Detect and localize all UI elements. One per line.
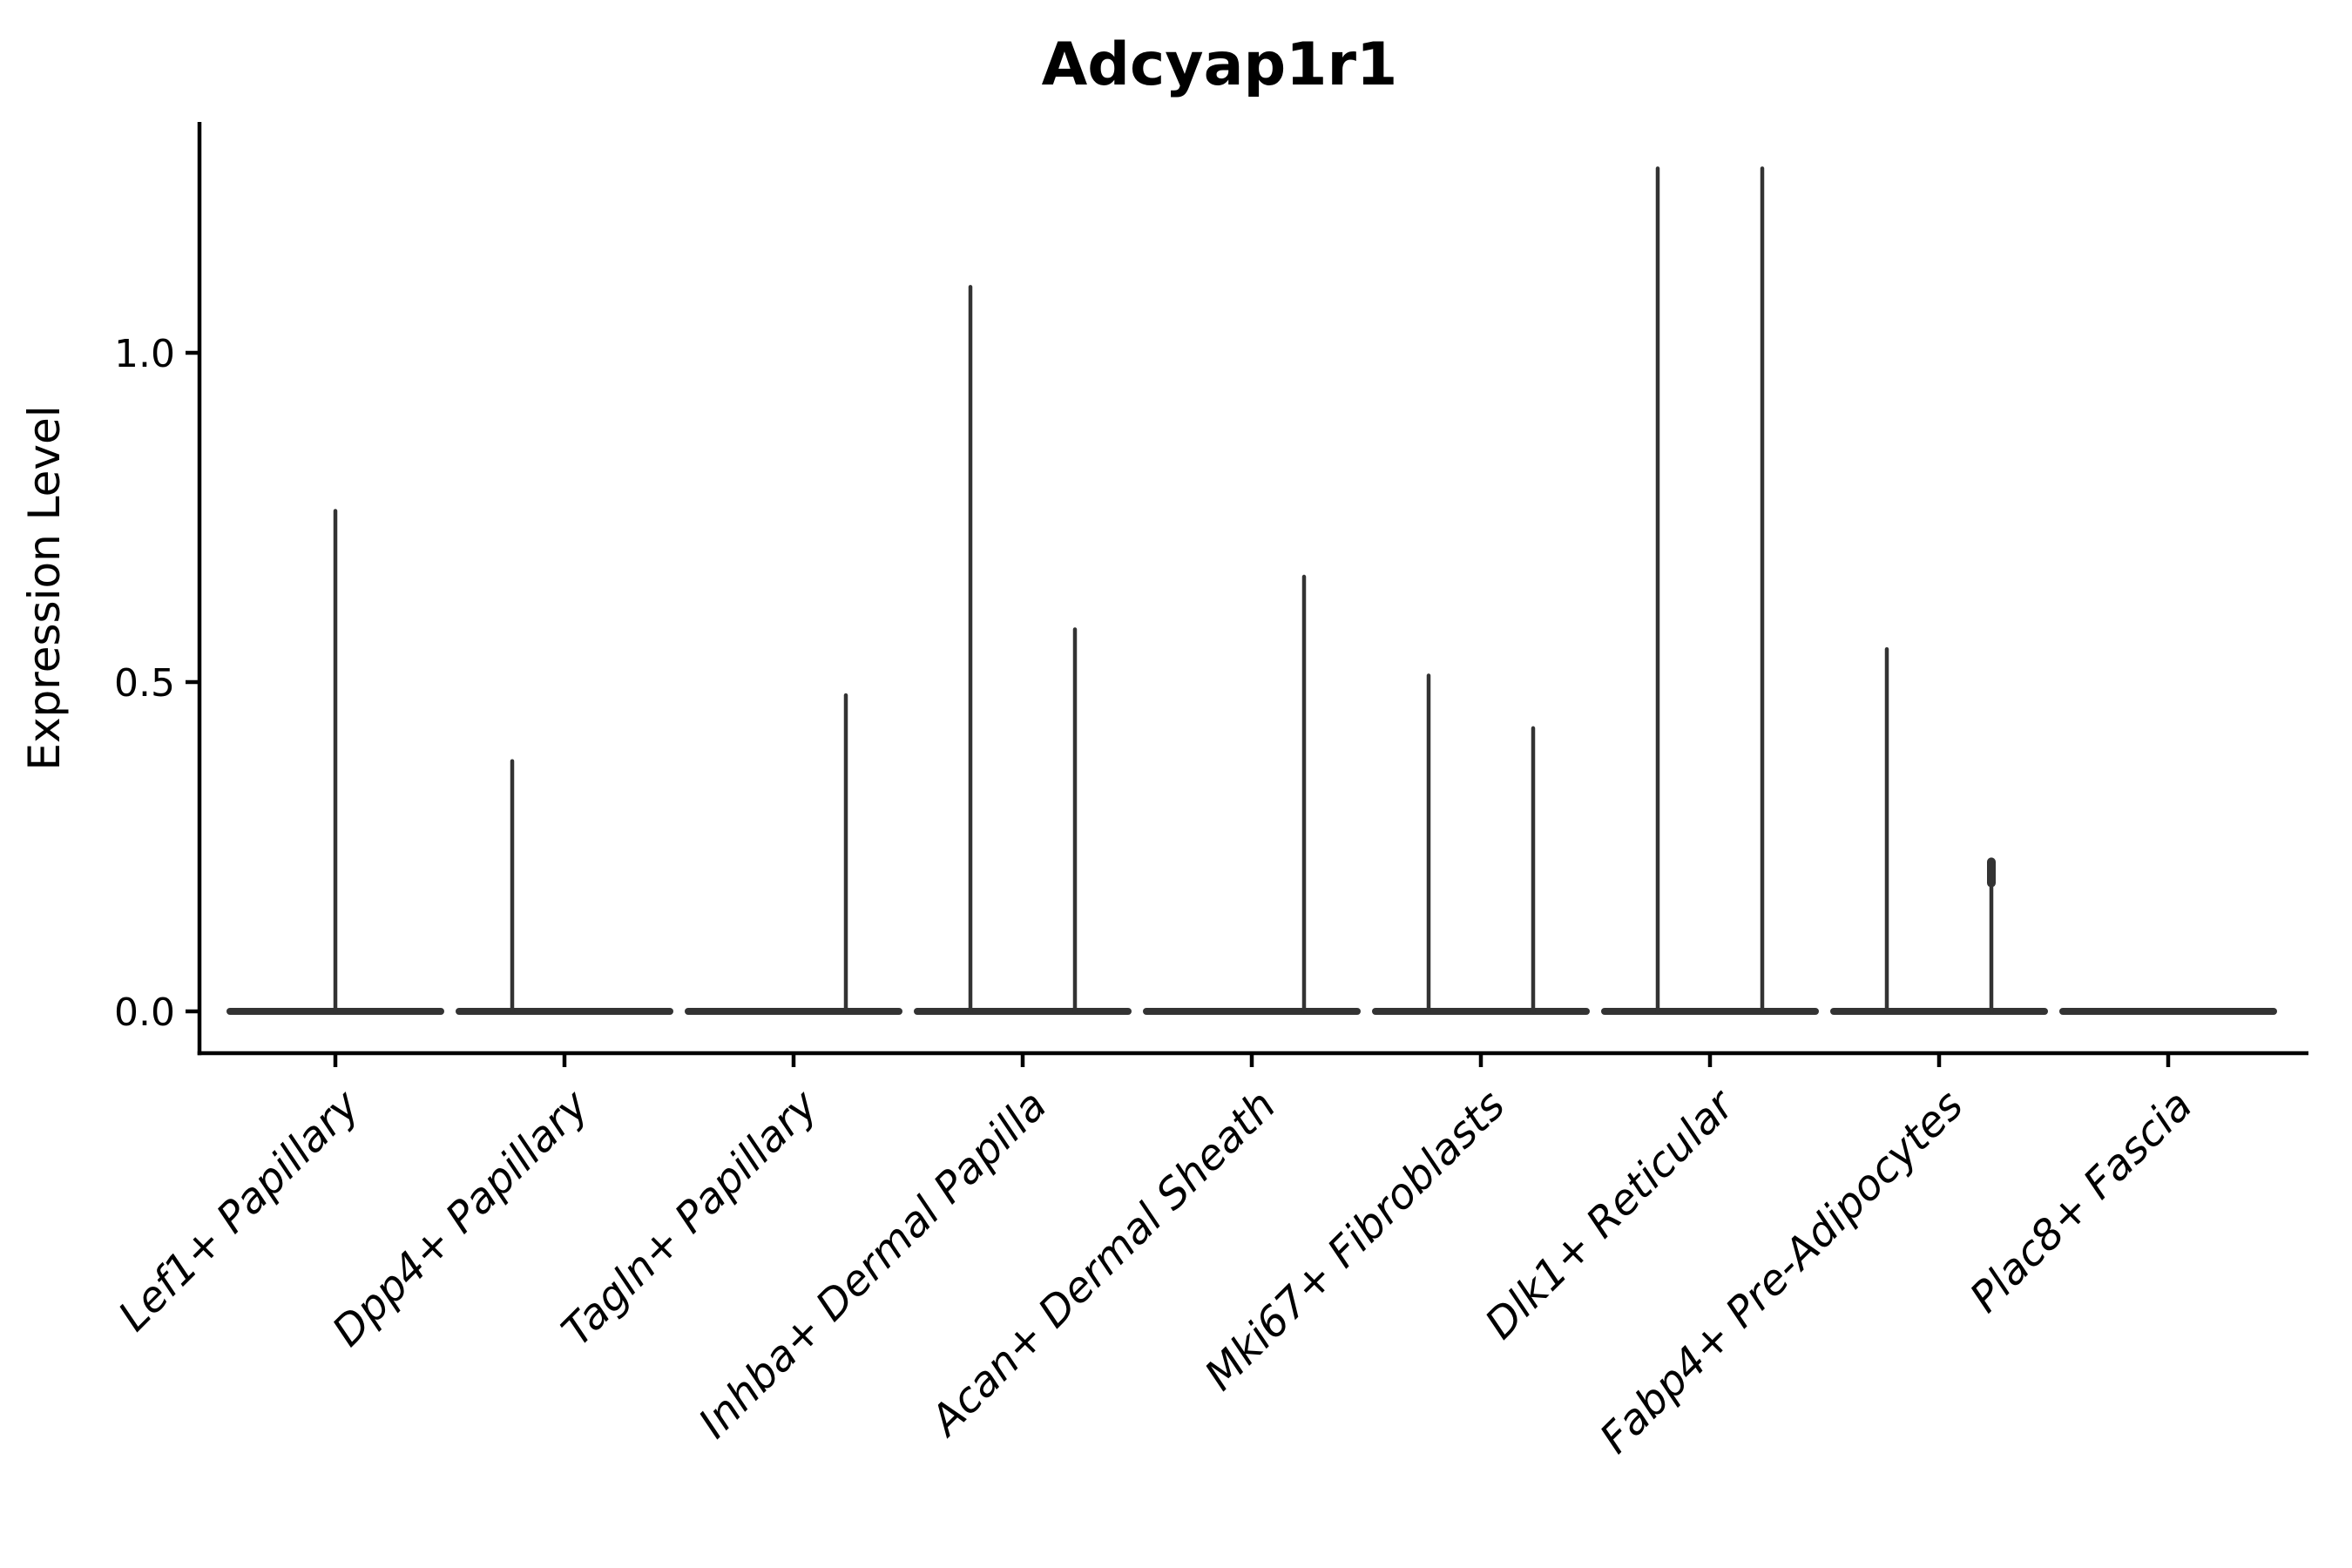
x-category-label: Plac8+ Fascia <box>1961 1081 2202 1322</box>
violin <box>226 509 444 1015</box>
violin <box>456 759 673 1015</box>
x-category-label: Lef1+ Papillary <box>109 1080 369 1341</box>
violins-layer <box>226 166 2277 1015</box>
violin <box>1830 646 2048 1015</box>
y-tick-label: 0.0 <box>114 990 175 1035</box>
x-category-label: Fabp4+ Pre-Adipocytes <box>1591 1081 1973 1463</box>
y-tick-label: 0.5 <box>114 661 175 706</box>
x-category-label: Dpp4+ Papillary <box>323 1080 598 1355</box>
axes-layer <box>186 122 2308 1067</box>
violin <box>685 693 902 1015</box>
violin <box>1143 574 1361 1015</box>
x-category-label: Tagln+ Papillary <box>552 1080 828 1355</box>
violin <box>1601 166 1819 1015</box>
y-tick-label: 1.0 <box>114 332 175 376</box>
y-axis-label: Expression Level <box>19 405 70 770</box>
violin <box>914 285 1132 1015</box>
chart-title: Adcyap1r1 <box>1042 30 1398 99</box>
x-category-label: Dlk1+ Reticular <box>1476 1079 1746 1349</box>
violin <box>1372 673 1590 1015</box>
